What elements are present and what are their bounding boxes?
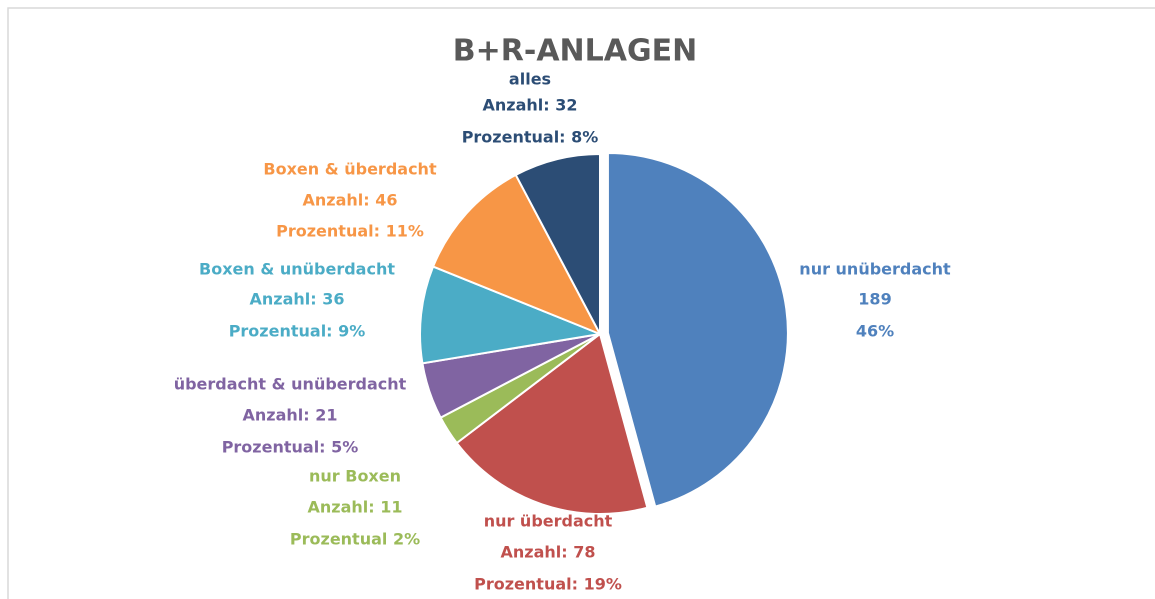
- frame: [7, 7, 1155, 599]
- data-label-value: 189: [858, 290, 891, 309]
- chart-title: B+R-ANLAGEN: [453, 34, 697, 69]
- data-label-percent: Prozentual: 11%: [276, 222, 424, 241]
- data-label-value: Anzahl: 46: [303, 191, 398, 210]
- pie-slice: [514, 152, 601, 335]
- data-label-name: Boxen & unüberdacht: [199, 260, 395, 279]
- data-label-percent: Prozentual: 8%: [462, 128, 599, 147]
- pie-slice: [431, 173, 603, 336]
- data-label-value: Anzahl: 32: [483, 96, 578, 115]
- data-label-name: Boxen & überdacht: [263, 160, 437, 179]
- data-label-name: alles: [509, 70, 551, 89]
- data-label-value: Anzahl: 11: [308, 498, 403, 517]
- data-label-percent: Prozentual: 5%: [222, 438, 359, 457]
- data-label-name: nur unüberdacht: [799, 260, 951, 279]
- data-label-value: Anzahl: 21: [243, 406, 338, 425]
- data-label-name: nur überdacht: [484, 512, 613, 531]
- data-label-value: Anzahl: 36: [250, 290, 345, 309]
- data-label-name: nur Boxen: [309, 467, 401, 486]
- data-label-percent: Prozentual: 19%: [474, 575, 622, 594]
- data-label-percent: Prozentual 2%: [290, 530, 420, 549]
- data-label-percent: Prozentual: 9%: [229, 322, 366, 341]
- data-label-name: überdacht & unüberdacht: [174, 375, 407, 394]
- data-label-value: Anzahl: 78: [501, 543, 596, 562]
- pie-slice: [419, 265, 604, 365]
- pie-slice: [606, 151, 789, 508]
- data-label-percent: 46%: [856, 322, 894, 341]
- pie-slice: [455, 332, 649, 515]
